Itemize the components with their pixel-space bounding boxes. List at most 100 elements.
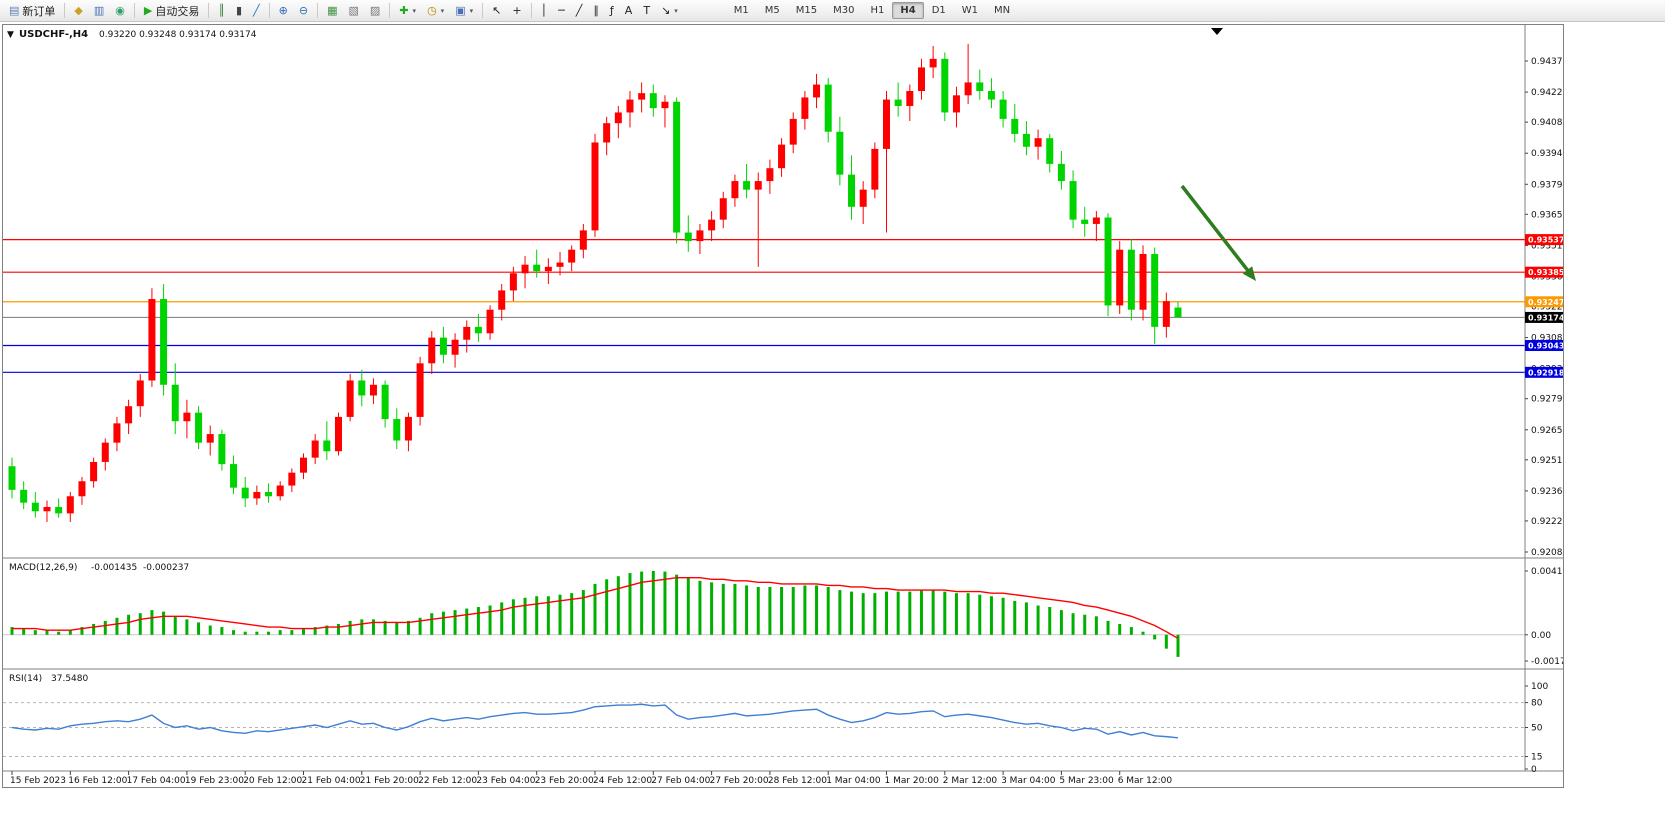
data-window-icon: ▥ bbox=[93, 4, 105, 17]
zoom-in-button[interactable]: ⊕ bbox=[274, 2, 293, 20]
svg-text:0.93247: 0.93247 bbox=[1528, 298, 1563, 307]
trendline-button[interactable]: ╱ bbox=[571, 2, 588, 20]
timeframe-M5[interactable]: M5 bbox=[764, 5, 780, 16]
zoom-out-button[interactable]: ⊖ bbox=[294, 2, 313, 20]
macd-value: -0.001435 bbox=[91, 563, 137, 573]
market-watch-icon[interactable]: ◆ bbox=[69, 2, 87, 20]
autotrade-button[interactable]: ▶ 自动交易 bbox=[139, 2, 204, 20]
tile-windows-icon: ▦ bbox=[327, 4, 338, 17]
new-order-button-label: 新订单 bbox=[22, 4, 56, 18]
cascade-windows-icon: ▧ bbox=[348, 4, 359, 17]
svg-text:23 Feb 20:00: 23 Feb 20:00 bbox=[535, 776, 594, 786]
svg-text:0.93537: 0.93537 bbox=[1528, 236, 1563, 245]
svg-text:15 Feb 2023: 15 Feb 2023 bbox=[10, 776, 66, 786]
svg-text:27 Feb 20:00: 27 Feb 20:00 bbox=[710, 776, 769, 786]
data-window-icon[interactable]: ▥ bbox=[89, 2, 109, 20]
svg-text:-0.001701: -0.001701 bbox=[1531, 657, 1563, 667]
svg-text:15: 15 bbox=[1531, 753, 1542, 763]
rsi-value: 37.5480 bbox=[51, 674, 88, 684]
svg-text:17 Feb 04:00: 17 Feb 04:00 bbox=[127, 776, 186, 786]
indicators-button[interactable]: ✚ ▾ bbox=[394, 2, 421, 20]
svg-text:19 Feb 23:00: 19 Feb 23:00 bbox=[185, 776, 244, 786]
scroll-marker-icon[interactable] bbox=[1211, 28, 1223, 35]
timeframe-D1[interactable]: D1 bbox=[931, 5, 946, 16]
horizontal-line-button[interactable]: ─ bbox=[553, 2, 570, 20]
channel-button[interactable]: ∥ bbox=[588, 2, 604, 20]
periods-button[interactable]: ◷ ▾ bbox=[422, 2, 449, 20]
svg-text:1 Mar 04:00: 1 Mar 04:00 bbox=[826, 776, 881, 786]
svg-text:16 Feb 12:00: 16 Feb 12:00 bbox=[68, 776, 127, 786]
toolbar-separator bbox=[317, 3, 319, 18]
cascade-windows-button[interactable]: ▧ bbox=[344, 2, 364, 20]
rsi-line bbox=[11, 703, 1179, 739]
svg-text:23 Feb 04:00: 23 Feb 04:00 bbox=[476, 776, 535, 786]
horizontal-lines-layer[interactable] bbox=[3, 239, 1525, 373]
candles-layer bbox=[8, 43, 1182, 522]
timeframe-H4[interactable]: H4 bbox=[892, 2, 924, 19]
toolbar-separator bbox=[133, 3, 135, 18]
dropdown-caret-icon: ▾ bbox=[440, 6, 445, 15]
fibonacci-button[interactable]: ƒ bbox=[605, 2, 619, 20]
vertical-line-button[interactable]: │ bbox=[536, 2, 553, 20]
svg-text:100: 100 bbox=[1531, 682, 1548, 692]
cursor-icon: ↖ bbox=[492, 4, 502, 17]
trendline-icon: ╱ bbox=[575, 4, 583, 17]
svg-text:0.92225: 0.92225 bbox=[1531, 517, 1563, 527]
svg-text:50: 50 bbox=[1531, 724, 1543, 734]
timeframe-M1[interactable]: M1 bbox=[733, 5, 749, 16]
svg-text:0.93795: 0.93795 bbox=[1531, 180, 1563, 190]
svg-text:0.92795: 0.92795 bbox=[1531, 395, 1563, 405]
text-icon: A bbox=[624, 4, 633, 17]
arrow-annotation[interactable] bbox=[1180, 184, 1256, 281]
toolbar-separator bbox=[208, 3, 210, 18]
new-order-button[interactable]: ▤ 新订单 bbox=[4, 2, 60, 20]
text-button[interactable]: A bbox=[620, 2, 638, 20]
time-axis[interactable]: 15 Feb 2023 16 Feb 12:00 17 Feb 04:00 19 Fe… bbox=[10, 771, 1172, 786]
bar-chart-button[interactable]: ║ bbox=[213, 2, 230, 20]
channel-icon: ∥ bbox=[593, 4, 599, 17]
templates-button[interactable]: ▣ ▾ bbox=[450, 2, 478, 20]
cursor-button[interactable]: ↖ bbox=[487, 2, 506, 20]
crosshair-button[interactable]: + bbox=[507, 2, 526, 20]
svg-text:3 Mar 04:00: 3 Mar 04:00 bbox=[1001, 776, 1056, 786]
timeframe-MN[interactable]: MN bbox=[994, 5, 1011, 16]
candlestick-chart-button[interactable]: ▮ bbox=[231, 2, 247, 20]
arrange-windows-button[interactable]: ▨ bbox=[365, 2, 385, 20]
toolbar-buttons: ▤ 新订单 ◆ ▥ ◉ ▶ 自动交易 ║ ▮ ╱ ⊕ ⊖ ▦ ▧ ▨ ✚ ▾ ◷ ▾ ▣ ▾ ↖ + │ ─ ╱ ∥ ƒ A T ↘ ▾ bbox=[4, 2, 683, 20]
vertical-line-icon: │ bbox=[540, 4, 548, 17]
line-price-labels: 0.93537 0.93385 0.93247 0.93043 0.92918 0.931… bbox=[1525, 234, 1565, 378]
chart-background bbox=[3, 25, 1563, 787]
zoom-out-icon: ⊖ bbox=[298, 4, 309, 17]
label-button[interactable]: T bbox=[638, 2, 655, 20]
navigator-icon[interactable]: ◉ bbox=[110, 2, 130, 20]
rsi-panel bbox=[3, 702, 1525, 758]
timeframe-W1[interactable]: W1 bbox=[961, 5, 979, 16]
timeframe-H1[interactable]: H1 bbox=[870, 5, 885, 16]
svg-text:2 Mar 12:00: 2 Mar 12:00 bbox=[943, 776, 998, 786]
toolbar-separator bbox=[389, 3, 391, 18]
svg-text:0.94085: 0.94085 bbox=[1531, 118, 1563, 128]
svg-text:0.93385: 0.93385 bbox=[1528, 268, 1563, 277]
macd-label: MACD(12,26,9) bbox=[9, 563, 77, 573]
svg-text:0.93225: 0.93225 bbox=[1531, 302, 1563, 312]
arrange-windows-icon: ▨ bbox=[369, 4, 381, 17]
arrows-button[interactable]: ↘ ▾ bbox=[656, 2, 683, 20]
svg-text:0.93043: 0.93043 bbox=[1528, 342, 1563, 351]
autotrade-icon: ▶ bbox=[143, 4, 153, 17]
macd-signal-value: -0.000237 bbox=[143, 563, 189, 573]
line-chart-icon: ╱ bbox=[253, 4, 260, 17]
svg-text:0.94225: 0.94225 bbox=[1531, 88, 1563, 98]
line-chart-button[interactable]: ╱ bbox=[248, 2, 265, 20]
macd-signal-line bbox=[12, 577, 1179, 640]
timeframe-M15[interactable]: M15 bbox=[795, 5, 818, 16]
tile-windows-button[interactable]: ▦ bbox=[322, 2, 342, 20]
bar-chart-icon: ║ bbox=[218, 4, 225, 17]
timeframe-M30[interactable]: M30 bbox=[833, 5, 855, 16]
timeframe-toolbar: M1 M5 M15 M30 H1 H4 D1 W1 MN bbox=[726, 2, 1018, 19]
macd-panel bbox=[3, 571, 1525, 657]
